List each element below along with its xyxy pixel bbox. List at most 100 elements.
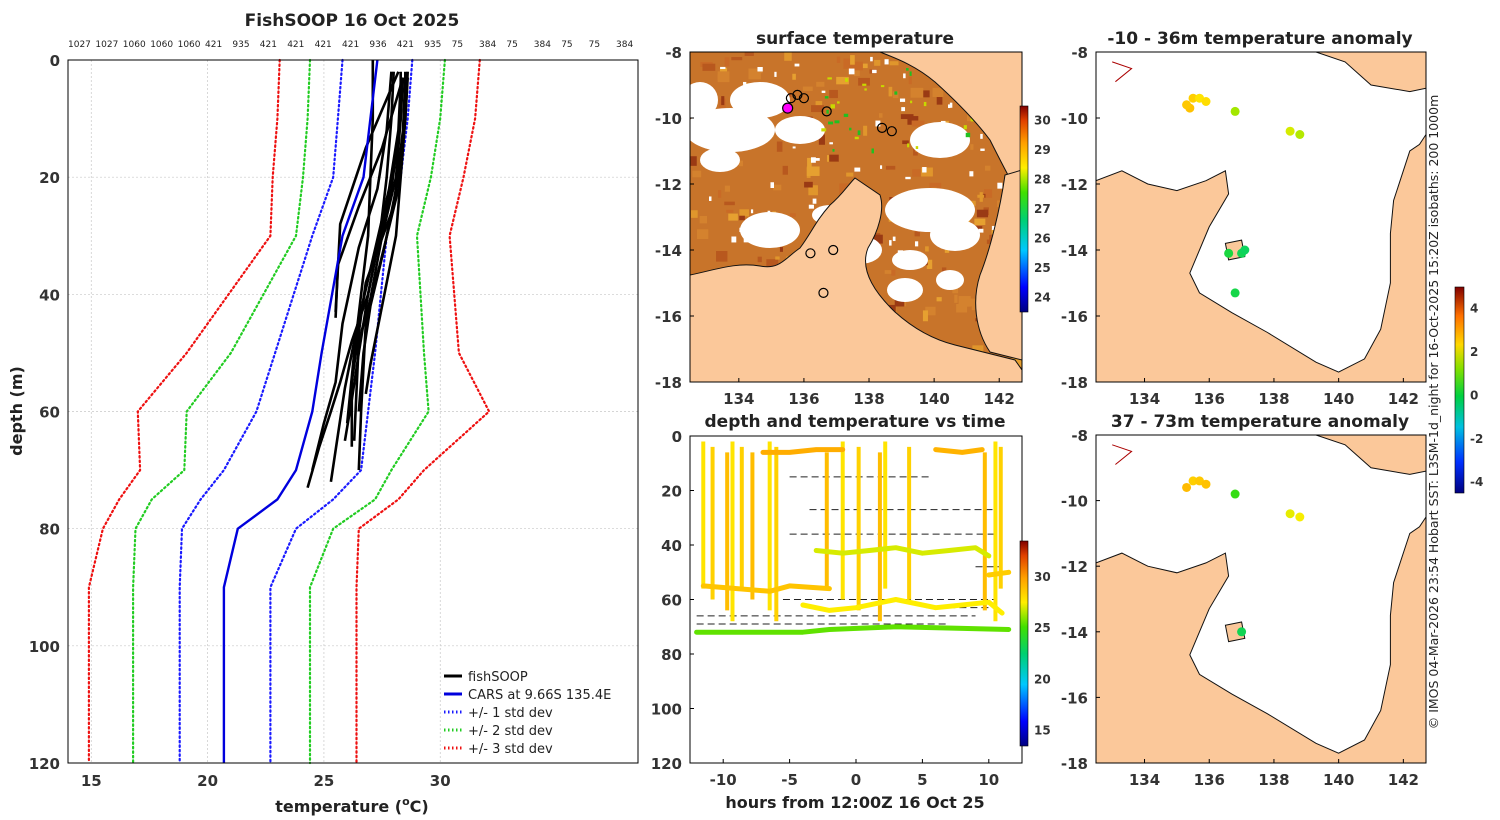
anomaly-lower-ytick-label: -10 <box>1061 493 1088 511</box>
sd3-high-line <box>355 58 491 765</box>
anomaly-upper-anomaly-point <box>1230 288 1240 298</box>
sst-cloud-patch <box>690 108 775 152</box>
anomaly-lower-ytick-label: -16 <box>1061 689 1088 707</box>
sst-texture-cell <box>952 285 959 294</box>
anomaly-lower-xtick-label: 142 <box>1388 771 1419 789</box>
profile-xtick-label: 15 <box>81 772 102 790</box>
profile-top-label: 384 <box>616 40 633 50</box>
sst-missing-cell <box>709 196 712 201</box>
sst-cloud-patch <box>936 270 964 290</box>
sst-texture-cell <box>724 185 731 192</box>
sst-cool-cell <box>843 113 849 117</box>
sst-ytick-label: -12 <box>655 176 682 194</box>
sst-texture-cell <box>839 183 851 195</box>
depth-time-track <box>760 447 846 455</box>
sst-texture-cell <box>977 194 985 198</box>
sst-texture-cell <box>744 52 754 56</box>
anomaly-upper-ytick-label: -16 <box>1061 308 1088 326</box>
sst-station-marker <box>818 287 829 298</box>
profile-ytick-label: 100 <box>29 638 60 656</box>
sst-texture-cell <box>818 134 825 145</box>
sst-map-panel: surface temperature 134 136 138 140 142 -8 -10… <box>655 29 1051 408</box>
sst-texture-cell <box>974 218 986 226</box>
sst-missing-cell <box>889 240 892 246</box>
sst-texture-cell <box>721 96 725 106</box>
anomaly-upper-anomaly-point <box>1224 248 1234 258</box>
sst-missing-cell <box>792 146 796 149</box>
anomaly-lower-map <box>1096 435 1426 763</box>
sst-colorbar-label: 27 <box>1034 202 1051 216</box>
sst-cool-cell <box>871 148 874 154</box>
sst-missing-cell <box>880 165 883 169</box>
sst-texture-cell <box>699 215 708 224</box>
profile-top-label: 1027 <box>68 40 91 50</box>
sst-texture-cell <box>863 125 868 136</box>
sst-cool-cell <box>854 136 859 140</box>
sst-missing-cell <box>980 148 985 151</box>
sst-texture <box>690 52 1022 382</box>
sst-cool-cell <box>849 127 852 131</box>
anomaly-upper-xtick-label: 140 <box>1323 390 1354 408</box>
sst-texture-cell <box>724 57 730 67</box>
sst-missing-cell <box>899 98 906 102</box>
sst-cloud-patch <box>740 212 800 248</box>
sst-texture-cell <box>891 269 896 276</box>
sst-texture-cell <box>936 95 943 105</box>
sst-station-marker <box>792 89 803 101</box>
sst-cool-cell <box>906 68 909 71</box>
anomaly-upper-title: -10 - 36m temperature anomaly <box>1107 29 1412 49</box>
profile-xtick-label: 20 <box>197 772 218 790</box>
sst-texture-cell <box>738 160 743 167</box>
anomaly-upper-land-newguinea <box>1315 52 1426 93</box>
sst-texture-cell <box>970 144 974 150</box>
sst-cloud-patch <box>887 278 923 302</box>
sst-texture-cell <box>954 294 958 303</box>
sst-texture-cell <box>884 270 893 274</box>
sst-ticks: 134 136 138 140 142 -8 -10 -12 -14 -16 -18 <box>655 44 1015 408</box>
sst-texture-cell <box>691 210 698 218</box>
sst-texture-cell <box>836 56 841 64</box>
depth-time-ytick-label: 20 <box>661 483 682 501</box>
anomaly-lower-ytick-label: -8 <box>1071 427 1088 445</box>
depth-time-track <box>800 597 1005 616</box>
sst-missing-cell <box>884 59 889 65</box>
sst-colorbar-ticks: 24 25 26 27 28 29 30 <box>1034 114 1051 305</box>
depth-time-xtick-label: 0 <box>851 771 861 789</box>
sst-texture-cell <box>789 213 796 217</box>
sst-ytick-label: -14 <box>655 242 682 260</box>
sst-missing-cell <box>969 171 974 177</box>
anomaly-lower-land-newguinea <box>1315 435 1426 475</box>
profile-ylabel: depth (m) <box>7 366 26 456</box>
sst-texture-cell <box>792 73 796 80</box>
anomaly-lower-ticks: 134 136 138 140 142 -8 -10 -12 -14 -16 -18 <box>1061 427 1419 789</box>
sst-missing-cell <box>905 176 911 180</box>
sst-missing-cell <box>978 228 984 233</box>
sst-cool-cell <box>821 128 827 132</box>
sst-xtick-label: 140 <box>918 390 949 408</box>
sst-ytick-label: -16 <box>655 308 682 326</box>
sst-texture-cell <box>944 247 950 253</box>
sst-title: surface temperature <box>756 29 954 49</box>
sst-missing-cell <box>892 236 896 242</box>
profile-frame <box>67 59 639 764</box>
sst-texture-cell <box>941 267 947 273</box>
profile-xlabel: temperature (oC) <box>275 795 428 816</box>
sd2-high-line <box>308 58 446 765</box>
sst-xtick-label: 134 <box>723 390 754 408</box>
profile-top-label: 1060 <box>178 40 201 50</box>
sst-missing-cell <box>731 236 737 243</box>
profile-top-label: 75 <box>506 40 517 50</box>
sst-texture-cell <box>739 209 749 217</box>
legend-label-sd2: +/- 2 std dev <box>468 724 553 739</box>
sst-texture-cell <box>784 52 792 61</box>
depth-time-title: depth and temperature vs time <box>705 412 1006 432</box>
sst-texture-cell <box>902 140 909 145</box>
fishsoop-profile-line <box>357 77 409 412</box>
sst-station-marker <box>821 106 832 117</box>
anomaly-upper-anomaly-point <box>1188 93 1198 103</box>
profile-top-label: 384 <box>479 40 496 50</box>
anomaly-upper-ytick-label: -14 <box>1061 242 1088 260</box>
sst-texture-cell <box>802 86 813 91</box>
profile-ytick-label: 0 <box>50 52 60 70</box>
sst-texture-cell <box>850 55 855 65</box>
